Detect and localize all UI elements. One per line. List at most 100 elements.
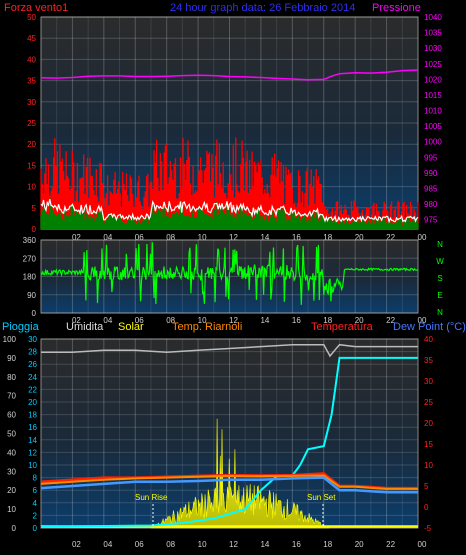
direction-x-tick-02: 02 — [72, 316, 81, 325]
temp-x-tick-10: 10 — [198, 540, 207, 549]
rain-y-tick-20: 20 — [28, 398, 37, 407]
rain-y-tick-8: 8 — [33, 474, 38, 483]
pressure-y-tick-1010: 1010 — [424, 107, 442, 116]
wind-y-tick-30: 30 — [27, 98, 36, 107]
wind-pressure-axes: 0510152025303540455097598098599099510001… — [27, 13, 442, 242]
wind-y-tick-15: 15 — [27, 161, 36, 170]
rain-y-tick-2: 2 — [33, 511, 38, 520]
wind-y-tick-45: 45 — [27, 34, 36, 43]
temp-x-tick-06: 06 — [135, 540, 144, 549]
direction-x-tick-20: 20 — [355, 316, 364, 325]
wind-green-bars — [40, 196, 419, 229]
direction-x-tick-12: 12 — [229, 316, 238, 325]
humidity-y-tick-100: 100 — [3, 335, 17, 344]
wind-x-tick-22: 22 — [386, 233, 395, 242]
temp-y-tick-20: 20 — [424, 419, 433, 428]
temperature-label: Temperatura — [311, 321, 374, 333]
temp-x-tick-14: 14 — [260, 540, 269, 549]
direction-x-tick-06: 06 — [135, 316, 144, 325]
compass-label-E: E — [437, 291, 442, 300]
rain-y-tick-6: 6 — [33, 486, 38, 495]
wind-x-tick-04: 04 — [103, 233, 112, 242]
series-umidita-line — [41, 343, 418, 358]
wind-x-tick-10: 10 — [198, 233, 207, 242]
direction-y-tick-90: 90 — [27, 291, 36, 300]
pressure-y-tick-990: 990 — [424, 169, 438, 178]
direction-y-tick-0: 0 — [32, 309, 37, 318]
temp-rain-axes: 0102030405060708090100024681012141618202… — [3, 335, 434, 549]
temp-x-tick-16: 16 — [292, 540, 301, 549]
pressure-y-tick-1005: 1005 — [424, 122, 442, 131]
wind-speed-label: Forza vento1 — [4, 2, 68, 14]
pressure-line — [40, 69, 419, 81]
temp-rain-grid — [41, 338, 418, 529]
temp-x-tick-04: 04 — [103, 540, 112, 549]
rain-y-tick-30: 30 — [28, 335, 37, 344]
direction-x-tick-18: 18 — [323, 316, 332, 325]
direction-x-tick-22: 22 — [386, 316, 395, 325]
humidity-y-tick-90: 90 — [7, 354, 16, 363]
wind-x-tick-06: 06 — [135, 233, 144, 242]
pressure-y-tick-1025: 1025 — [424, 60, 442, 69]
temp-x-tick-02: 02 — [72, 540, 81, 549]
rain-y-tick-16: 16 — [28, 423, 37, 432]
wind-x-tick-08: 08 — [166, 233, 175, 242]
wind-x-tick-12: 12 — [229, 233, 238, 242]
pressure-y-tick-1030: 1030 — [424, 44, 442, 53]
pressure-label: Pressione — [372, 2, 421, 14]
pressure-y-tick-1000: 1000 — [424, 138, 442, 147]
wind-direction-grid — [41, 239, 418, 314]
direction-x-tick-04: 04 — [103, 316, 112, 325]
pressure-y-tick-975: 975 — [424, 216, 438, 225]
temp-x-tick-08: 08 — [166, 540, 175, 549]
direction-x-tick-10: 10 — [198, 316, 207, 325]
humidity-label: Umidita — [66, 321, 104, 333]
rain-y-tick-22: 22 — [28, 385, 37, 394]
wind-y-tick-10: 10 — [27, 183, 36, 192]
humidity-y-tick-40: 40 — [7, 448, 16, 457]
humidity-y-tick-20: 20 — [7, 486, 16, 495]
rain-y-tick-14: 14 — [28, 436, 37, 445]
temp-y-tick-10: 10 — [424, 461, 433, 470]
temp-y-tick-40: 40 — [424, 335, 433, 344]
humidity-y-tick-0: 0 — [12, 524, 17, 533]
pressure-y-tick-1035: 1035 — [424, 29, 442, 38]
humidity-y-tick-30: 30 — [7, 467, 16, 476]
rain-y-tick-4: 4 — [33, 499, 38, 508]
wind-x-tick-20: 20 — [355, 233, 364, 242]
direction-x-tick-16: 16 — [292, 316, 301, 325]
humidity-y-tick-50: 50 — [7, 430, 16, 439]
wind-x-tick-14: 14 — [260, 233, 269, 242]
compass-label-N: N — [437, 240, 443, 249]
wind-pressure-marks — [40, 69, 419, 229]
compass-label-S: S — [437, 274, 442, 283]
wind-y-tick-40: 40 — [27, 55, 36, 64]
wind-y-tick-5: 5 — [32, 204, 37, 213]
series-temp-riarnoli-line — [40, 474, 418, 490]
temp-y-tick-25: 25 — [424, 398, 433, 407]
pressure-y-tick-1020: 1020 — [424, 75, 442, 84]
wind-y-tick-50: 50 — [27, 13, 36, 22]
temp-x-tick-20: 20 — [355, 540, 364, 549]
direction-y-tick-270: 270 — [23, 254, 37, 263]
humidity-y-tick-80: 80 — [7, 373, 16, 382]
compass-label-W: W — [436, 257, 444, 266]
temp-y-tick-15: 15 — [424, 440, 433, 449]
wind-x-tick-18: 18 — [323, 233, 332, 242]
temp-x-tick-18: 18 — [323, 540, 332, 549]
temp-y-tick--5: -5 — [424, 524, 432, 533]
rain-y-tick-10: 10 — [28, 461, 37, 470]
rain-y-tick-28: 28 — [28, 348, 37, 357]
humidity-y-tick-70: 70 — [7, 392, 16, 401]
wind-direction-marks — [40, 242, 419, 305]
pressure-y-tick-995: 995 — [424, 153, 438, 162]
solar-label: Solar — [118, 321, 144, 333]
direction-y-tick-180: 180 — [23, 273, 37, 282]
wind-direction-line — [40, 242, 419, 305]
graph-title: 24 hour graph data: 26 Febbraio 2014 — [170, 2, 355, 14]
humidity-y-tick-60: 60 — [7, 411, 16, 420]
temp-x-tick-00: 00 — [418, 540, 427, 549]
solar-area — [150, 418, 330, 529]
